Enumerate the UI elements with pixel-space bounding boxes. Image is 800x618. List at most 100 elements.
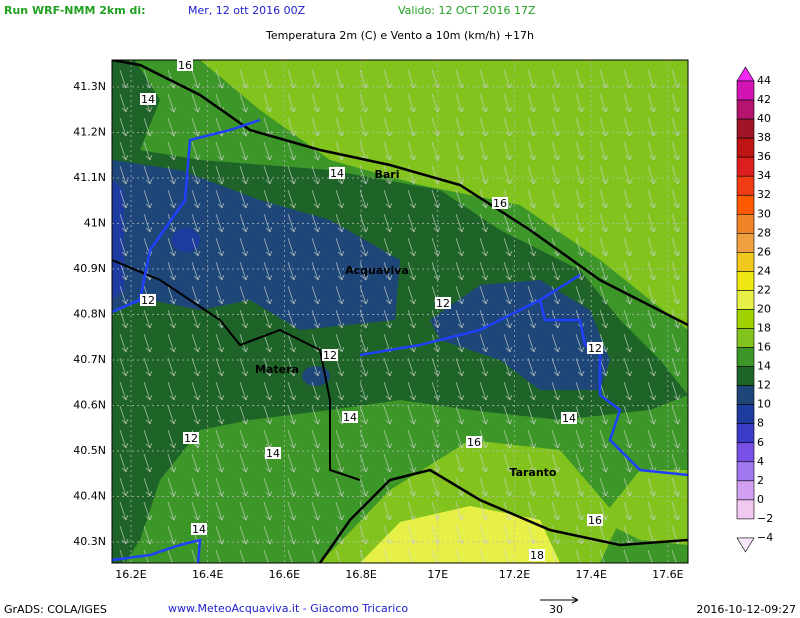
wind-arrow	[479, 165, 489, 185]
wind-arrow	[167, 213, 177, 233]
wind-arrow	[311, 189, 321, 209]
wind-arrow	[551, 117, 561, 137]
wind-arrow	[551, 357, 561, 377]
wind-arrow	[191, 381, 201, 401]
wind-arrow	[503, 165, 513, 185]
wind-arrow	[383, 381, 393, 401]
wind-arrow	[119, 477, 129, 497]
wind-arrow	[527, 189, 537, 209]
wind-arrow	[239, 189, 249, 209]
wind-arrow	[119, 285, 129, 305]
map-fill	[112, 60, 688, 563]
wind-arrow	[263, 141, 273, 161]
colorbar-swatch	[736, 290, 755, 310]
zone-12-14	[112, 60, 688, 563]
wind-arrow	[431, 261, 441, 281]
wind-arrow	[407, 405, 417, 425]
wind-arrow	[143, 429, 153, 449]
wind-arrow	[431, 525, 441, 545]
wind-arrow	[407, 117, 417, 137]
wind-arrow	[575, 453, 585, 473]
wind-arrow	[167, 453, 177, 473]
wind-arrow	[575, 93, 585, 113]
wind-arrow	[239, 141, 249, 161]
wind-arrow	[167, 93, 177, 113]
wind-arrow	[311, 237, 321, 257]
wind-arrow	[335, 213, 345, 233]
wind-arrow	[623, 93, 633, 113]
wind-arrow	[263, 381, 273, 401]
wind-arrow	[599, 285, 609, 305]
wind-arrow	[647, 405, 657, 425]
credit: www.MeteoAcquaviva.it - Giacomo Tricaric…	[168, 602, 408, 615]
wind-arrow	[575, 405, 585, 425]
wind-arrow	[311, 261, 321, 281]
wind-arrow	[407, 141, 417, 161]
wind-arrow	[263, 501, 273, 521]
wind-arrow	[359, 285, 369, 305]
colorbar-label: 24	[757, 264, 771, 277]
wind-arrow	[215, 477, 225, 497]
wind-arrow	[455, 213, 465, 233]
wind-arrow	[503, 333, 513, 353]
zone-18-20	[360, 506, 560, 563]
wind-arrow	[191, 357, 201, 377]
lon-label: 17.2E	[499, 568, 530, 581]
wind-arrow	[455, 189, 465, 209]
wind-arrow	[191, 333, 201, 353]
wind-arrow	[287, 357, 297, 377]
wind-arrow	[671, 357, 681, 377]
colorbar-label: 2	[757, 474, 764, 487]
wind-arrow	[215, 549, 224, 563]
wind-arrow	[431, 141, 441, 161]
colorbar-swatch	[736, 499, 755, 520]
contour-label-box	[561, 412, 577, 424]
wind-arrow	[431, 501, 441, 521]
contour-label-box	[183, 432, 199, 444]
wind-arrow	[575, 381, 585, 401]
wind-arrow	[407, 285, 417, 305]
wind-arrow	[551, 333, 561, 353]
colorbar-swatch	[736, 271, 755, 291]
contour-label: 16	[467, 436, 481, 449]
wind-arrow	[239, 165, 249, 185]
wind-arrow	[647, 189, 657, 209]
contour-label: 14	[343, 411, 357, 424]
city-name: Matera	[255, 363, 299, 376]
wind-arrow	[575, 501, 585, 521]
wind-arrow	[431, 477, 441, 497]
wind-arrow	[215, 213, 225, 233]
wind-arrow	[311, 453, 321, 473]
wind-arrow	[143, 501, 153, 521]
wind-arrow	[407, 453, 417, 473]
wind-arrow	[671, 285, 681, 305]
wind-arrow	[623, 141, 633, 161]
wind-arrow	[311, 309, 321, 329]
wind-arrow	[167, 117, 177, 137]
wind-arrow	[215, 261, 225, 281]
wind-arrow	[479, 405, 489, 425]
wind-arrow	[551, 549, 560, 563]
wind-arrow	[215, 501, 225, 521]
zone-10-12	[302, 366, 330, 386]
wind-arrow	[575, 429, 585, 449]
wind-arrow	[335, 549, 344, 563]
contour-label-box	[466, 436, 482, 448]
wind-arrow	[575, 141, 585, 161]
wind-arrow	[167, 165, 177, 185]
wind-arrow	[431, 93, 441, 113]
wind-arrow	[167, 477, 177, 497]
wind-arrow	[263, 165, 273, 185]
contour-label-box	[529, 549, 545, 561]
wind-arrow	[575, 477, 585, 497]
lon-label: 17E	[427, 568, 448, 581]
zone-10-12	[430, 280, 610, 390]
wind-arrow	[647, 357, 657, 377]
wind-arrow	[575, 333, 585, 353]
wind-arrow	[671, 333, 681, 353]
colorbar-swatch	[736, 423, 755, 444]
wind-arrow	[383, 117, 393, 137]
wind-arrow	[287, 237, 297, 257]
lat-label: 40.4N	[73, 490, 106, 503]
wind-arrow	[479, 357, 489, 377]
